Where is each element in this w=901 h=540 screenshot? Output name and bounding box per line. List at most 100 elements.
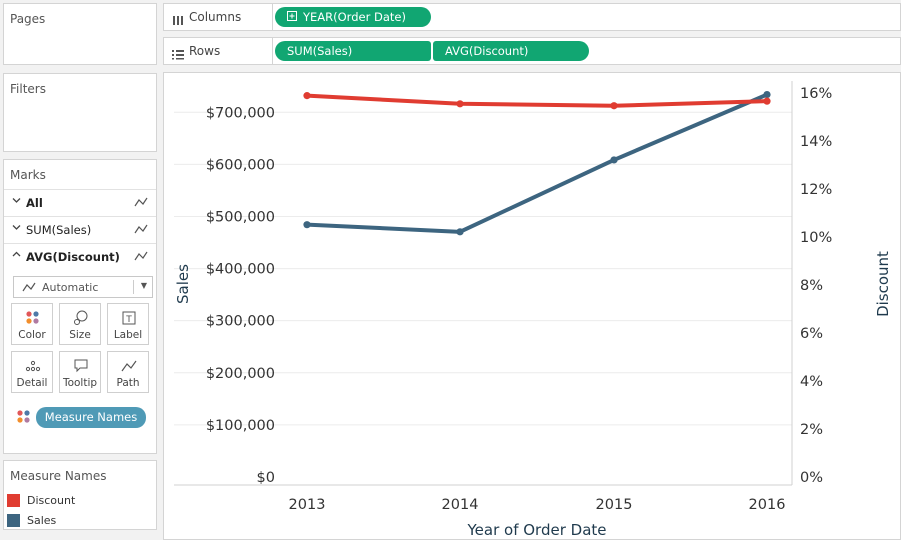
data-point-sales xyxy=(610,156,618,164)
left-tick-label: $200,000 xyxy=(206,366,275,382)
data-point-discount xyxy=(610,102,618,110)
shelf-divider xyxy=(272,38,273,64)
legend-title: Measure Names xyxy=(10,469,107,483)
right-tick-label: 0% xyxy=(800,470,823,486)
series-line-sales xyxy=(305,92,769,234)
caret-down-icon[interactable]: ▼ xyxy=(140,281,147,290)
x-tick-label: 2014 xyxy=(442,497,479,513)
right-tick-label: 12% xyxy=(800,182,832,198)
marks-row-all[interactable]: All xyxy=(4,189,156,215)
legend-item-sales[interactable]: Sales xyxy=(7,514,147,528)
shelf-divider xyxy=(272,4,273,30)
svg-text:T: T xyxy=(125,315,132,325)
filters-card[interactable]: Filters xyxy=(3,73,157,152)
sum-sales-pill[interactable]: SUM(Sales) xyxy=(275,41,431,61)
rows-shelf[interactable]: Rows SUM(Sales) AVG(Discount) xyxy=(163,37,901,65)
left-tick-label: $400,000 xyxy=(206,262,275,278)
series-line-discount xyxy=(305,93,769,108)
label-label: Label xyxy=(113,329,143,341)
data-point-sales xyxy=(303,221,311,229)
mark-type-dropdown[interactable]: Automatic ▼ xyxy=(13,276,153,298)
marks-row-sum-sales[interactable]: SUM(Sales) xyxy=(4,216,156,242)
tooltip-button[interactable]: Tooltip xyxy=(59,351,101,393)
right-tick-label: 10% xyxy=(800,230,832,246)
data-point-sales xyxy=(456,228,464,236)
pill-label: SUM(Sales) xyxy=(287,44,353,58)
expand-icon[interactable] xyxy=(287,10,297,24)
right-tick-label: 16% xyxy=(800,86,832,102)
right-tick-label: 2% xyxy=(800,422,823,438)
data-point-discount xyxy=(763,97,771,105)
year-order-date-pill[interactable]: YEAR(Order Date) xyxy=(275,7,431,27)
detail-icon xyxy=(25,358,41,374)
measure-names-pill-label: Measure Names xyxy=(44,410,138,424)
left-tick-label: $100,000 xyxy=(206,418,275,434)
chevron-up-icon[interactable] xyxy=(12,250,21,262)
avg-discount-pill[interactable]: AVG(Discount) xyxy=(433,41,589,61)
columns-label: Columns xyxy=(189,10,242,24)
line-icon xyxy=(22,282,36,292)
size-label: Size xyxy=(69,329,91,341)
line-icon xyxy=(134,196,148,208)
detail-label: Detail xyxy=(16,377,48,389)
rows-icon xyxy=(171,45,185,60)
measure-names-pill[interactable]: Measure Names xyxy=(36,407,146,428)
left-tick-label: $600,000 xyxy=(206,157,275,173)
left-tick-label: $700,000 xyxy=(206,105,275,121)
filters-title: Filters xyxy=(10,82,46,96)
right-axis-title: Discount xyxy=(874,251,892,317)
columns-shelf[interactable]: Columns YEAR(Order Date) xyxy=(163,3,901,31)
line-icon xyxy=(134,223,148,235)
left-tick-label: $500,000 xyxy=(206,209,275,225)
x-tick-label: 2015 xyxy=(596,497,633,513)
right-tick-label: 8% xyxy=(800,278,823,294)
chart-pane[interactable]: $0 $100,000 $200,000 $300,000 $400,000 $500,0… xyxy=(163,72,901,540)
data-point-discount xyxy=(303,92,311,100)
left-tick-label: $0 xyxy=(257,470,275,486)
color-button[interactable]: Color xyxy=(11,303,53,345)
color-legend-card: Measure Names Discount Sales xyxy=(3,460,157,530)
pages-card[interactable]: Pages xyxy=(3,3,157,65)
pages-title: Pages xyxy=(10,12,46,26)
left-tick-label: $300,000 xyxy=(206,314,275,330)
chevron-down-icon[interactable] xyxy=(12,223,21,235)
tooltip-label: Tooltip xyxy=(62,377,98,389)
path-label: Path xyxy=(116,377,140,389)
right-tick-label: 6% xyxy=(800,326,823,342)
detail-button[interactable]: Detail xyxy=(11,351,53,393)
color-encoding-icon xyxy=(16,409,32,429)
x-axis-title: Year of Order Date xyxy=(467,521,607,539)
data-point-discount xyxy=(456,100,464,108)
label-button[interactable]: T Label xyxy=(107,303,149,345)
right-tick-label: 14% xyxy=(800,134,832,150)
chevron-down-icon[interactable] xyxy=(12,196,21,208)
legend-swatch xyxy=(7,494,20,507)
rows-label: Rows xyxy=(189,44,221,58)
mark-type-label: Automatic xyxy=(42,281,99,294)
right-tick-label: 4% xyxy=(800,374,823,390)
path-icon xyxy=(121,358,137,374)
marks-row-avg-discount[interactable]: AVG(Discount) xyxy=(4,243,156,269)
dropdown-divider xyxy=(133,280,134,294)
pill-label: AVG(Discount) xyxy=(445,44,529,58)
marks-title: Marks xyxy=(10,168,46,182)
color-label: Color xyxy=(18,329,46,341)
pill-label: YEAR(Order Date) xyxy=(303,10,406,24)
size-icon xyxy=(73,310,89,326)
line-icon xyxy=(134,250,148,262)
legend-swatch xyxy=(7,514,20,527)
data-point-sales xyxy=(763,90,771,99)
dual-axis-line-chart: $0 $100,000 $200,000 $300,000 $400,000 $500,0… xyxy=(174,81,892,539)
legend-label: Discount xyxy=(27,494,76,507)
legend-label: Sales xyxy=(27,514,57,527)
legend-item-discount[interactable]: Discount xyxy=(7,494,147,508)
marks-row-label: All xyxy=(26,196,43,210)
size-button[interactable]: Size xyxy=(59,303,101,345)
left-axis-title: Sales xyxy=(174,264,192,304)
color-icon xyxy=(25,310,41,326)
x-tick-label: 2016 xyxy=(749,497,786,513)
label-icon: T xyxy=(121,310,137,326)
marks-card: Marks All SUM(Sales) AVG(Discount) xyxy=(3,159,157,454)
path-button[interactable]: Path xyxy=(107,351,149,393)
